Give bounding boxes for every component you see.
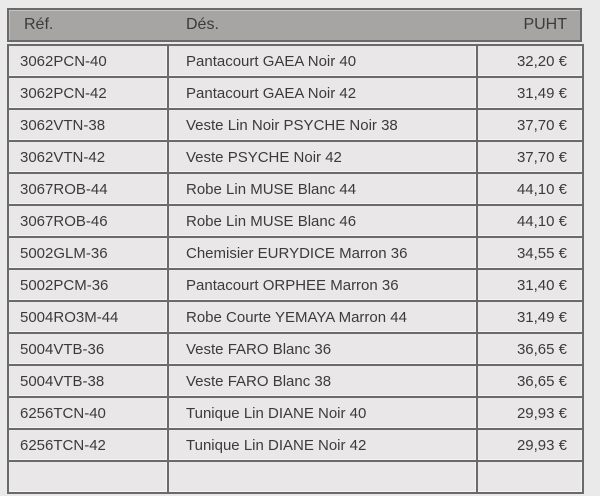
cell-puht: 31,49 € [476,76,584,110]
cell-ref: 5004VTB-38 [7,364,169,398]
cell-des: Pantacourt GAEA Noir 42 [167,76,478,110]
cell-des: Robe Lin MUSE Blanc 44 [167,172,478,206]
price-table: Réf. Dés. PUHT 3062PCN-40 Pantacourt GAEA… [7,8,584,494]
cell-puht: 31,49 € [476,300,584,334]
cell-ref: 5004RO3M-44 [7,300,169,334]
cell-des: Pantacourt ORPHEE Marron 36 [167,268,478,302]
cell-ref: 5002GLM-36 [7,236,169,270]
cell-des: Veste Lin Noir PSYCHE Noir 38 [167,108,478,142]
table-row: 3067ROB-46 Robe Lin MUSE Blanc 46 44,10 € [7,204,584,238]
cell-des: Veste PSYCHE Noir 42 [167,140,478,174]
cell-ref: 3062PCN-42 [7,76,169,110]
table-row: 5004RO3M-44 Robe Courte YEMAYA Marron 44 3… [7,300,584,334]
cell-puht: 29,93 € [476,396,584,430]
cell-puht: 36,65 € [476,364,584,398]
cell-ref: 3062PCN-40 [7,44,169,78]
cell-puht: 44,10 € [476,204,584,238]
table-row: 5002GLM-36 Chemisier EURYDICE Marron 36 34… [7,236,584,270]
column-header-des: Dés. [186,16,219,33]
cell-ref: 3067ROB-44 [7,172,169,206]
table-row: 6256TCN-40 Tunique Lin DIANE Noir 40 29,93… [7,396,584,430]
cell-puht: 44,10 € [476,172,584,206]
table-row: 5004VTB-36 Veste FARO Blanc 36 36,65 € [7,332,584,366]
table-row: 3067ROB-44 Robe Lin MUSE Blanc 44 44,10 € [7,172,584,206]
column-header-puht: PUHT [523,16,567,33]
cell-ref: 5004VTB-36 [7,332,169,366]
table-row: 3062VTN-38 Veste Lin Noir PSYCHE Noir 38 3… [7,108,584,142]
cell-des: Tunique Lin DIANE Noir 42 [167,428,478,462]
table-body-rows: 3062PCN-40 Pantacourt GAEA Noir 40 32,20 €… [7,44,584,494]
table-row-empty [7,460,584,494]
cell-puht: 31,40 € [476,268,584,302]
cell-des: Robe Courte YEMAYA Marron 44 [167,300,478,334]
table-row: 6256TCN-42 Tunique Lin DIANE Noir 42 29,93… [7,428,584,462]
cell-puht: 37,70 € [476,140,584,174]
cell-ref: 3067ROB-46 [7,204,169,238]
table-row: 5002PCM-36 Pantacourt ORPHEE Marron 36 31,… [7,268,584,302]
table-header-row: Réf. Dés. PUHT [7,8,582,42]
cell-ref: 3062VTN-42 [7,140,169,174]
cell-puht: 36,65 € [476,332,584,366]
cell-des [167,460,478,494]
cell-puht: 32,20 € [476,44,584,78]
cell-des: Tunique Lin DIANE Noir 40 [167,396,478,430]
cell-des: Veste FARO Blanc 38 [167,364,478,398]
cell-des: Veste FARO Blanc 36 [167,332,478,366]
table-row: 5004VTB-38 Veste FARO Blanc 38 36,65 € [7,364,584,398]
cell-des: Pantacourt GAEA Noir 40 [167,44,478,78]
cell-des: Robe Lin MUSE Blanc 46 [167,204,478,238]
table-row: 3062PCN-42 Pantacourt GAEA Noir 42 31,49 € [7,76,584,110]
cell-ref: 6256TCN-42 [7,428,169,462]
cell-ref: 5002PCM-36 [7,268,169,302]
cell-puht: 29,93 € [476,428,584,462]
table-row: 3062VTN-42 Veste PSYCHE Noir 42 37,70 € [7,140,584,174]
cell-ref: 6256TCN-40 [7,396,169,430]
column-header-ref: Réf. [24,16,54,33]
cell-des: Chemisier EURYDICE Marron 36 [167,236,478,270]
cell-puht: 37,70 € [476,108,584,142]
cell-ref: 3062VTN-38 [7,108,169,142]
cell-ref [7,460,169,494]
table-body: 3062PCN-40 Pantacourt GAEA Noir 40 32,20 €… [7,44,584,494]
cell-puht: 34,55 € [476,236,584,270]
cell-puht [476,460,584,494]
table-row: 3062PCN-40 Pantacourt GAEA Noir 40 32,20 € [7,44,584,78]
